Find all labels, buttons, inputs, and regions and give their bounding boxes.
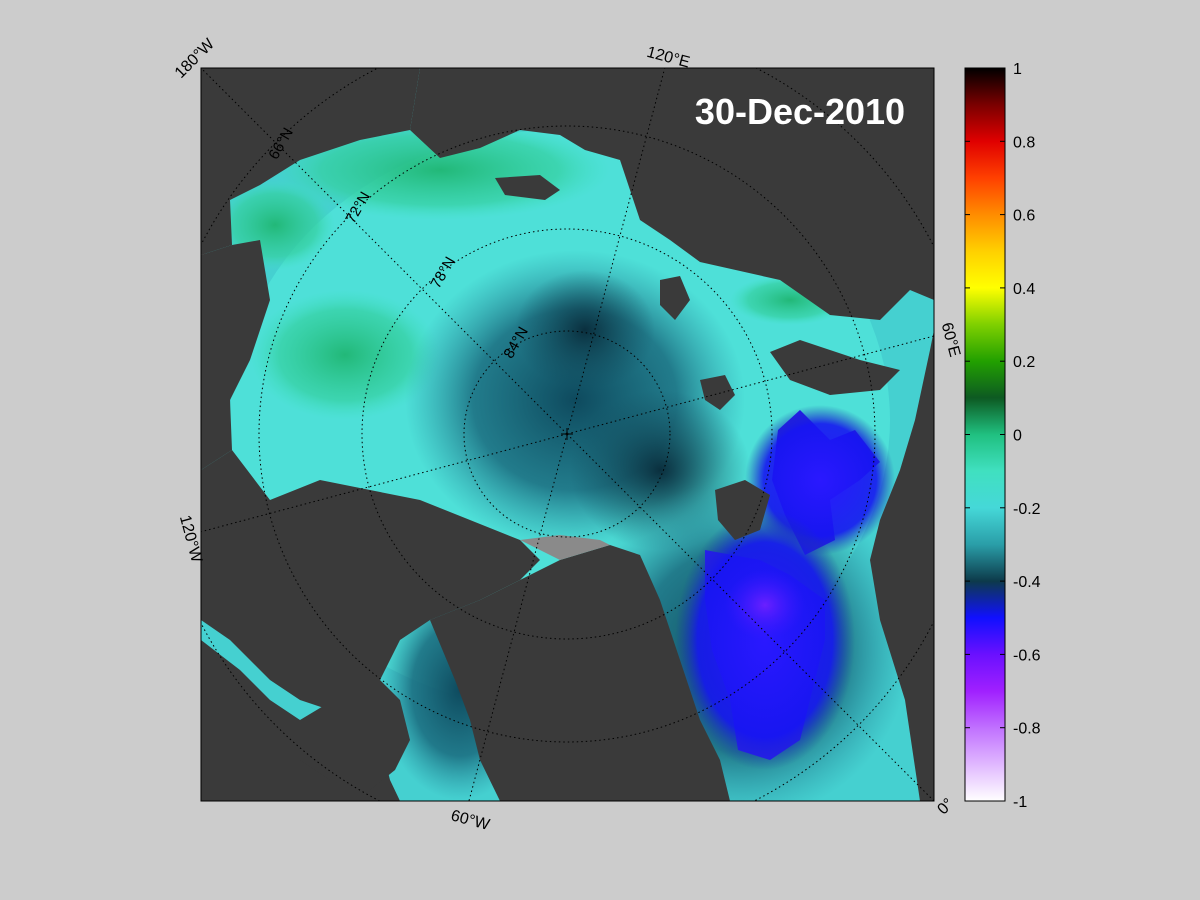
colorbar-tick-label: 0 xyxy=(1013,428,1022,445)
colorbar-tick-label: 0.4 xyxy=(1013,281,1035,298)
lon-label-0: 0° xyxy=(934,795,957,818)
colorbar-tick-label: -1 xyxy=(1013,794,1027,811)
colorbar-tick-label: 0.6 xyxy=(1013,208,1035,225)
parallel-78n xyxy=(361,228,773,640)
field-violet-core xyxy=(725,570,805,640)
land-severnaya-zemlya xyxy=(660,276,690,320)
colorbar-tick-label: 0.2 xyxy=(1013,354,1035,371)
colorbar-tick-label: -0.8 xyxy=(1013,721,1041,738)
lon-label-60w: 60°W xyxy=(449,807,492,834)
land-chukotka xyxy=(201,68,420,255)
land-franz-josef xyxy=(700,375,735,410)
colorbar-tick-label: -0.6 xyxy=(1013,647,1041,664)
land-taymyr-islands xyxy=(495,175,560,200)
colorbar-ticks: 1 0.8 0.6 0.4 0.2 0 -0.2 -0.4 -0.6 -0.8 -1 xyxy=(965,61,1041,811)
colorbar-tick-label: -0.2 xyxy=(1013,501,1041,518)
land-alaska xyxy=(201,240,270,470)
graticule xyxy=(201,68,934,801)
land-masses xyxy=(201,68,934,801)
colorbar-tick-label: 1 xyxy=(1013,61,1022,78)
land-greenland xyxy=(430,545,730,801)
lon-label-60e: 60°E xyxy=(938,321,963,359)
map-frame-border xyxy=(200,67,935,802)
date-label: 30-Dec-2010 xyxy=(695,91,905,132)
colorbar-gradient xyxy=(965,68,1005,801)
field-green-beaufort xyxy=(250,290,440,420)
parallel-72n xyxy=(258,125,876,743)
land-siberia xyxy=(410,68,934,320)
land-scandinavia xyxy=(870,330,934,801)
field-dark-pole xyxy=(515,270,655,390)
land-canadian-archipelago xyxy=(201,450,540,710)
land-baffin-island xyxy=(300,680,410,790)
land-ellesmere-fringe xyxy=(520,535,610,560)
land-novaya-zemlya xyxy=(770,340,900,395)
colorbar-tick-label: -0.4 xyxy=(1013,574,1041,591)
pole-marker xyxy=(561,428,573,440)
colorbar-tick-label: 0.8 xyxy=(1013,134,1035,151)
lon-label-120e: 120°E xyxy=(645,44,692,72)
parallel-84n xyxy=(463,330,671,538)
colorbar: 1 0.8 0.6 0.4 0.2 0 -0.2 -0.4 -0.6 -0.8 -1 xyxy=(964,61,1041,811)
map-panel: 66°N 72°N 78°N 84°N 180°W 120°E 60°E 0° … xyxy=(172,35,963,834)
land-svalbard xyxy=(715,480,770,540)
